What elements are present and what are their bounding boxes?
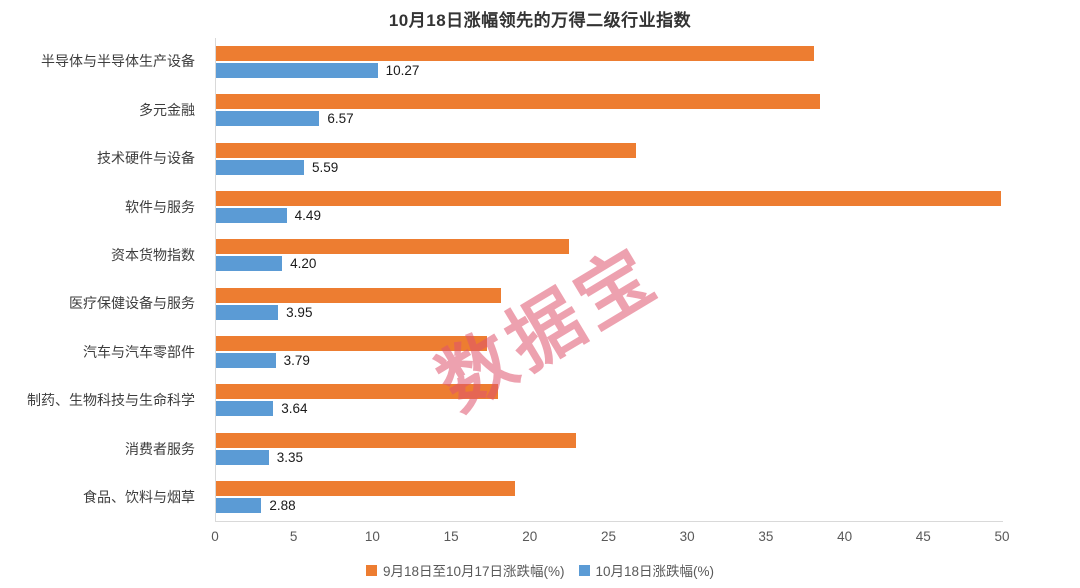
- x-tick-label: 30: [679, 529, 695, 544]
- bar-period-change: [216, 432, 577, 448]
- bar-day-change: [216, 63, 378, 79]
- bar-row: 2.88: [216, 473, 1003, 521]
- x-tick-label: 50: [994, 529, 1010, 544]
- x-tick-label: 10: [364, 529, 380, 544]
- x-tick-label: 45: [915, 529, 931, 544]
- category-label: 半导体与半导体生产设备: [41, 53, 195, 70]
- category-label: 制药、生物科技与生命科学: [27, 392, 195, 409]
- x-tick-label: 35: [758, 529, 774, 544]
- category-label: 食品、饮料与烟草: [83, 489, 195, 506]
- bar-row: 3.35: [216, 424, 1003, 472]
- bar-day-change: [216, 449, 269, 465]
- bar-day-change: [216, 352, 276, 368]
- value-label: 3.64: [281, 401, 308, 417]
- bar-day-change: [216, 208, 287, 224]
- bar-period-change: [216, 335, 487, 351]
- category-label: 技术硬件与设备: [97, 150, 195, 167]
- bar-period-change: [216, 191, 1002, 207]
- legend-swatch: [365, 564, 377, 576]
- plot-area: 10.27 6.57 5.59 4.49 4.20 3.95 3.79 3.64 3.35 2.8…: [215, 38, 1003, 522]
- bar-period-change: [216, 480, 516, 496]
- bar-period-change: [216, 287, 501, 303]
- bar-day-change: [216, 256, 283, 272]
- category-label: 医疗保健设备与服务: [69, 295, 195, 312]
- bar-day-change: [216, 159, 304, 175]
- bar-period-change: [216, 94, 821, 110]
- bar-day-change: [216, 304, 279, 320]
- bar-row: 3.95: [216, 279, 1003, 327]
- bar-row: 4.49: [216, 183, 1003, 231]
- bar-row: 5.59: [216, 135, 1003, 183]
- legend: 9月18日至10月17日涨跌幅(%) 10月18日涨跌幅(%): [0, 560, 1080, 580]
- bar-period-change: [216, 46, 815, 62]
- value-label: 10.27: [385, 63, 420, 79]
- x-tick-label: 20: [522, 529, 538, 544]
- value-label: 2.88: [269, 497, 296, 513]
- value-label: 3.79: [283, 352, 310, 368]
- bar-period-change: [216, 239, 569, 255]
- value-label: 4.20: [290, 256, 317, 272]
- bar-row: 3.79: [216, 328, 1003, 376]
- x-tick-label: 5: [289, 529, 298, 544]
- category-label: 软件与服务: [125, 198, 195, 215]
- x-tick-label: 25: [600, 529, 617, 544]
- value-label: 3.95: [286, 304, 313, 320]
- bar-day-change: [216, 497, 262, 513]
- x-tick-label: 15: [443, 529, 459, 544]
- legend-label: 10月18日涨跌幅(%): [595, 564, 715, 579]
- chart-title: 10月18日涨幅领先的万得二级行业指数: [388, 11, 692, 30]
- bar-row: 3.64: [216, 376, 1003, 424]
- category-label: 多元金融: [139, 101, 195, 118]
- bar-row: 10.27: [216, 38, 1003, 86]
- category-label: 消费者服务: [125, 440, 195, 457]
- bar-period-change: [216, 142, 637, 158]
- value-label: 5.59: [311, 159, 339, 175]
- legend-item: 9月18日至10月17日涨跌幅(%): [365, 560, 565, 580]
- y-axis-category-labels: 半导体与半导体生产设备多元金融技术硬件与设备软件与服务资本货物指数医疗保健设备与…: [0, 38, 205, 522]
- legend-label: 9月18日至10月17日涨跌幅(%): [382, 564, 565, 579]
- bar-day-change: [216, 111, 320, 127]
- value-label: 3.35: [276, 449, 303, 465]
- category-label: 资本货物指数: [111, 247, 195, 264]
- value-label: 4.49: [294, 208, 321, 224]
- legend-item: 10月18日涨跌幅(%): [578, 560, 715, 580]
- bar-period-change: [216, 384, 498, 400]
- x-axis: 0 5 10 15 20 25 30 35 40 45 50: [211, 529, 1009, 549]
- bar-day-change: [216, 401, 274, 417]
- bar-row: 6.57: [216, 86, 1003, 134]
- category-label: 汽车与汽车零部件: [83, 343, 195, 360]
- legend-swatch: [578, 564, 590, 576]
- bar-row: 4.20: [216, 231, 1003, 279]
- x-tick-label: 40: [837, 529, 853, 544]
- x-tick-label: 0: [211, 529, 219, 544]
- value-label: 6.57: [327, 111, 354, 127]
